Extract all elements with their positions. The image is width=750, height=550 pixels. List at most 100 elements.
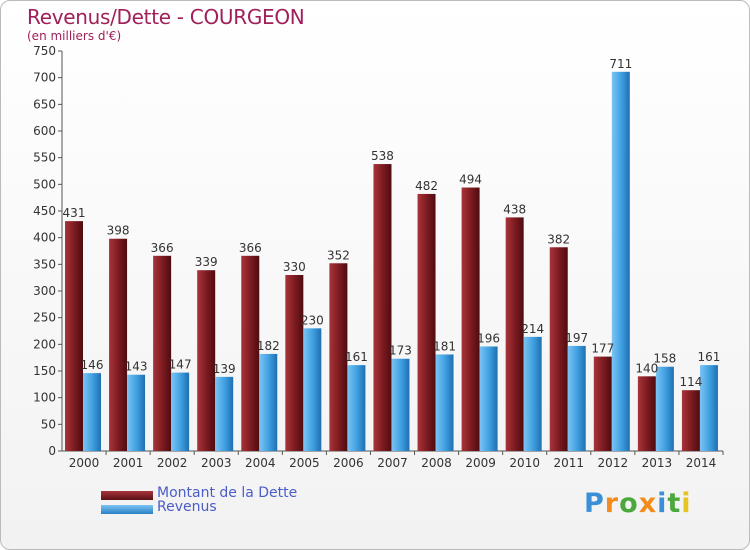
bar-revenue <box>259 353 278 451</box>
bar-debt <box>197 270 216 451</box>
bar-debt <box>373 164 392 452</box>
y-tick-label: 300 <box>33 284 56 298</box>
y-tick-label: 0 <box>48 444 56 458</box>
data-label-revenue: 214 <box>521 322 544 336</box>
bar-debt <box>285 275 304 451</box>
y-tick-label: 200 <box>33 337 56 351</box>
bar-revenue <box>611 71 630 452</box>
data-label-debt: 330 <box>283 260 306 274</box>
data-label-revenue: 197 <box>565 331 588 345</box>
bar-revenue <box>83 373 101 451</box>
y-tick-label: 550 <box>33 151 56 165</box>
data-label-debt: 140 <box>635 361 658 375</box>
bar-revenue <box>215 376 234 451</box>
x-tick-label: 2004 <box>245 456 276 470</box>
bar-debt <box>109 238 128 451</box>
x-tick-label: 2012 <box>598 456 629 470</box>
bar-revenue <box>699 365 718 451</box>
bar-debt <box>593 356 612 451</box>
y-tick-label: 350 <box>33 257 56 271</box>
data-label-revenue: 230 <box>301 313 324 327</box>
logo-letter: i <box>681 488 692 519</box>
x-tick-label: 2008 <box>421 456 452 470</box>
y-tick-label: 250 <box>33 311 56 325</box>
chart-title: Revenus/Dette - COURGEON <box>27 5 305 29</box>
y-tick-label: 450 <box>33 204 56 218</box>
data-label-debt: 431 <box>63 206 86 220</box>
legend-swatch-revenue <box>101 505 153 514</box>
bar-revenue <box>479 346 498 451</box>
data-label-revenue: 161 <box>345 350 368 364</box>
y-tick-label: 650 <box>33 97 56 111</box>
logo-letter: r <box>604 488 620 519</box>
x-tick-label: 2011 <box>553 456 584 470</box>
axes: 0 50 100 150 200 250 300 350 400 450 500 550 600 650 7… <box>33 44 724 470</box>
bar-debt <box>549 247 568 451</box>
y-tick-label: 100 <box>33 391 56 405</box>
bar-debt <box>681 390 700 451</box>
logo-letter: t <box>667 488 682 519</box>
data-label-debt: 494 <box>459 173 482 187</box>
y-tick-label: 150 <box>33 364 56 378</box>
bars <box>65 71 718 452</box>
bar-revenue <box>127 374 146 451</box>
data-label-debt: 177 <box>591 342 614 356</box>
y-tick-label: 50 <box>41 417 56 431</box>
bar-debt <box>637 376 656 451</box>
x-tick-label: 2010 <box>509 456 540 470</box>
legend-swatch-debt <box>101 491 153 500</box>
x-tick-label: 2014 <box>686 456 717 470</box>
data-labels: 431 146 398 143 366 147 339 139 366 182 330 230 352 1… <box>63 57 721 389</box>
data-label-debt: 438 <box>503 202 526 216</box>
legend-label-debt: Montant de la Dette <box>157 485 298 501</box>
data-label-revenue: 182 <box>257 339 280 353</box>
bar-revenue <box>347 365 366 451</box>
bar-revenue <box>523 336 542 451</box>
data-label-revenue: 147 <box>169 358 192 372</box>
bar-debt <box>329 263 348 451</box>
data-label-debt: 114 <box>679 375 702 389</box>
data-label-debt: 366 <box>151 241 174 255</box>
bar-debt <box>461 187 480 452</box>
data-label-revenue: 158 <box>653 352 676 366</box>
x-tick-label: 2001 <box>113 456 144 470</box>
bar-revenue <box>303 328 322 451</box>
logo-letter: P <box>584 488 605 519</box>
bar-debt <box>417 193 436 451</box>
bar-debt <box>153 255 172 451</box>
x-tick-label: 2003 <box>201 456 232 470</box>
data-label-debt: 398 <box>107 224 130 238</box>
x-tick-label: 2007 <box>377 456 408 470</box>
data-label-revenue: 173 <box>389 344 412 358</box>
data-label-debt: 339 <box>195 255 218 269</box>
bar-debt <box>241 255 260 451</box>
data-label-revenue: 711 <box>609 57 632 71</box>
bar-revenue <box>655 366 674 451</box>
bar-debt <box>65 221 83 451</box>
data-label-revenue: 161 <box>697 350 720 364</box>
x-tick-label: 2000 <box>69 456 100 470</box>
x-tick-label: 2006 <box>333 456 364 470</box>
bar-revenue <box>435 354 454 451</box>
y-tick-label: 400 <box>33 231 56 245</box>
bar-debt <box>505 217 524 451</box>
data-label-revenue: 181 <box>433 339 456 353</box>
data-label-debt: 366 <box>239 241 262 255</box>
legend-label-revenue: Revenus <box>157 499 217 515</box>
x-tick-label: 2005 <box>289 456 320 470</box>
bar-revenue <box>567 345 586 451</box>
y-tick-label: 500 <box>33 177 56 191</box>
data-label-revenue: 196 <box>477 331 500 345</box>
data-label-revenue: 146 <box>81 358 104 372</box>
chart-subtitle: (en milliers d'€) <box>27 29 122 43</box>
logo-letter: x <box>638 488 658 519</box>
bar-revenue <box>391 358 410 451</box>
logo-letter: i <box>657 488 668 519</box>
y-tick-label: 600 <box>33 124 56 138</box>
y-tick-label: 700 <box>33 71 56 85</box>
data-label-debt: 352 <box>327 248 350 262</box>
data-label-revenue: 143 <box>125 360 148 374</box>
x-tick-label: 2013 <box>642 456 673 470</box>
